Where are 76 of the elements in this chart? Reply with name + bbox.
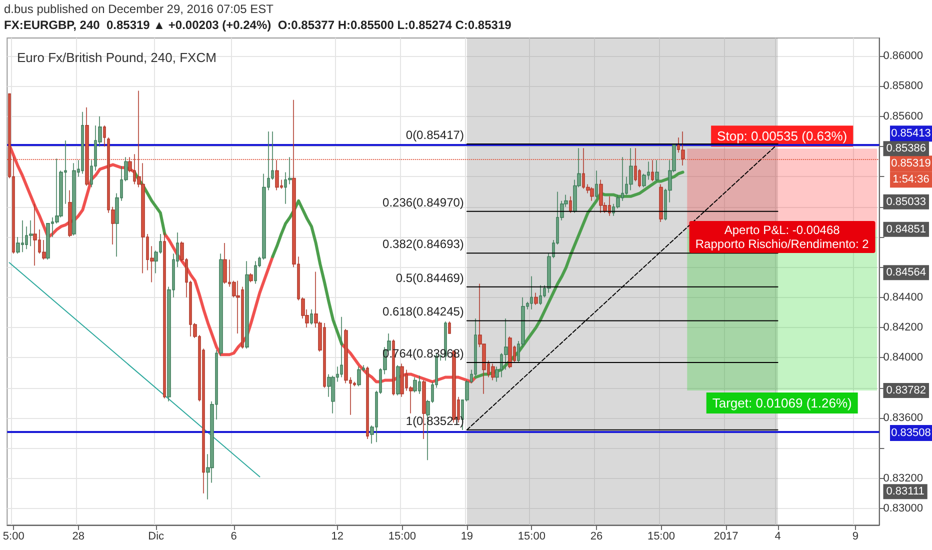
y-tick-label: 0.85600 (883, 110, 924, 122)
candlestick (534, 292, 538, 306)
annotation: Aperto P&L: -0.00468 Rapporto Rischio/Rendimento: 2 (689, 221, 875, 254)
candlestick (103, 125, 106, 147)
candlestick (569, 196, 572, 214)
candlestick (249, 272, 253, 283)
y-tick-label: 0.85033 (886, 196, 926, 208)
x-tick-label: Dic (148, 530, 165, 542)
candlestick (340, 316, 343, 378)
chart-subtitle: FX:EURGBP, 240 0.85319 ▲ +0.00203 (+0.24%) O:0.85377 H:0.85500 L:0.85274 C:0.85319 (4, 18, 512, 32)
y-tick-label: 0.84200 (883, 321, 924, 334)
x-tick-label: 15:00 (388, 530, 416, 542)
y-tick-label: 0.83600 (883, 412, 924, 424)
candlestick (396, 364, 400, 396)
series-label: 0(0.85417) (406, 128, 464, 142)
series-label: 0.236(0.84970) (382, 195, 464, 210)
y-tick-label: 0.85800 (883, 80, 924, 92)
band-label: Stop: 0.00535 (0.63%) (717, 128, 848, 144)
candlestick (254, 260, 257, 284)
y-tick-label: 0.83111 (886, 486, 924, 498)
x-tick-label: 19 (460, 530, 474, 542)
candlestick (595, 170, 598, 198)
text: Euro Fx/British Pound, 240, FXCM (17, 50, 216, 65)
candlestick (357, 366, 361, 387)
candlestick (539, 284, 542, 306)
y-tick-label: 0.84851 (886, 223, 926, 236)
candlestick (163, 232, 166, 399)
candlestick (448, 321, 451, 334)
x-tick-label: 2017 (714, 530, 738, 542)
x-tick-label: 6 (230, 530, 237, 542)
ref-line-label: 0.83508 (891, 426, 931, 439)
x-tick-label: 9 (852, 530, 859, 542)
series-label: 0.5(0.84469) (396, 270, 464, 285)
y-tick-label: 0.86000 (883, 50, 924, 62)
series-label: 0.618(0.84245) (382, 304, 464, 319)
x-tick-label: 15:00 (647, 530, 675, 542)
candlestick (508, 336, 512, 369)
candlestick (81, 111, 84, 174)
x-tick-label: 5:00 (2, 530, 24, 542)
y-tick-label: 0.83782 (886, 384, 926, 397)
candlestick (72, 162, 76, 236)
candlestick (245, 260, 249, 349)
x-tick-label: 12 (331, 530, 344, 542)
candlestick (68, 190, 72, 238)
y-tick-label: 0.84400 (883, 291, 924, 304)
candlestick (530, 276, 533, 310)
y-tick-label: 0.84000 (883, 352, 924, 364)
ref-line-label: 0.85319 (891, 158, 931, 170)
text: d.bus published on December 29, 2016 07:05 EST (4, 2, 274, 16)
y-tick-label: 0.84564 (886, 266, 926, 279)
candlestick (275, 160, 279, 191)
candlestick (310, 308, 313, 325)
x-tick-label: 15:00 (518, 530, 546, 542)
candlestick (491, 363, 495, 381)
candlestick (366, 366, 369, 440)
candlestick (400, 363, 404, 398)
candlestick (29, 220, 33, 246)
x-tick-label: 4 (774, 530, 781, 542)
band-label: Target: 0.01069 (1.26%) (712, 396, 852, 411)
y-tick-label: 0.85386 (886, 142, 926, 155)
y-tick-label: 0.83200 (883, 472, 924, 484)
candlestick (599, 179, 603, 214)
candlestick (413, 376, 417, 393)
candlestick (33, 203, 37, 266)
x-tick-label: 26 (590, 530, 603, 542)
candlestick (659, 184, 663, 222)
series-label: 0.382(0.84693) (382, 237, 464, 252)
candlestick (590, 186, 594, 202)
x-tick-label: 28 (72, 530, 85, 542)
candlestick (223, 242, 227, 284)
candlestick (655, 160, 659, 182)
y-tick-label: 0.83000 (883, 502, 924, 514)
candlestick (629, 148, 633, 191)
candlestick (651, 160, 654, 182)
ref-line-label: 0.85413 (891, 128, 931, 140)
text: 1:54:36 (892, 174, 930, 186)
